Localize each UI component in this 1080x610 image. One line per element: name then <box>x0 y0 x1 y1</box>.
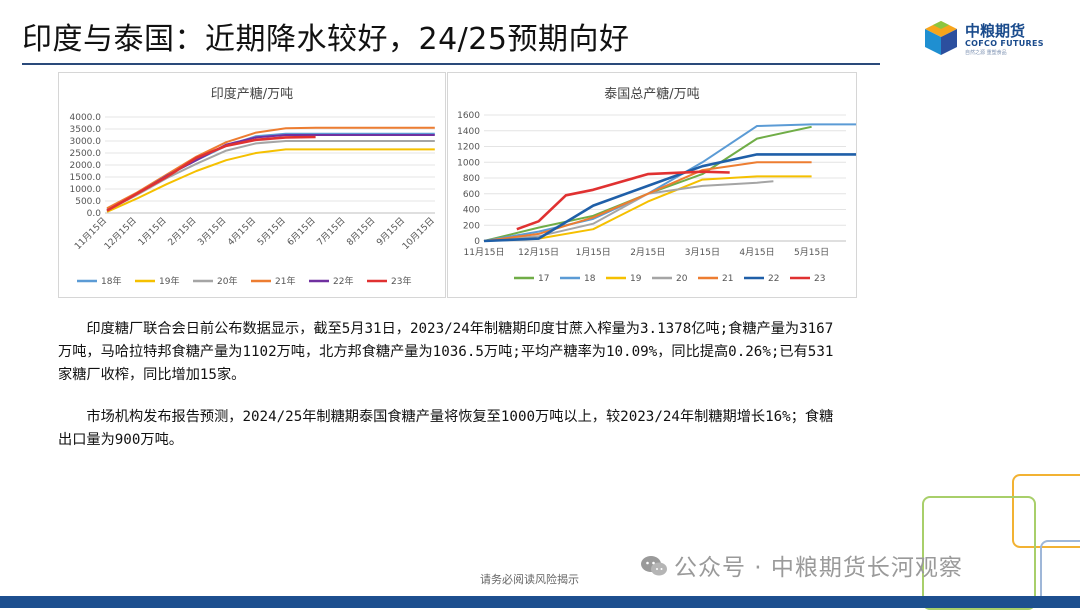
thailand-y-tick-label: 1400 <box>457 127 480 137</box>
thailand-y-tick-label: 0 <box>474 237 480 247</box>
india-legend-label: 18年 <box>101 275 121 287</box>
india-x-tick-label: 6月15日 <box>285 215 318 248</box>
india-x-tick-label: 1月15日 <box>136 215 169 248</box>
logo-name: 中粮期货 <box>965 22 1026 40</box>
india-series-line-23年 <box>106 135 316 212</box>
thailand-x-tick-label: 11月15日 <box>464 247 505 258</box>
india-chart: 0.0 500.0 1000.0 1500.0 2000.0 2500.0 3000.0 35… <box>70 113 437 287</box>
risk-disclosure-note: 请务必阅读风险揭示 <box>480 573 579 586</box>
thailand-y-tick-label: 200 <box>463 221 480 231</box>
thailand-x-tick-label: 1月15日 <box>576 247 611 258</box>
india-y-tick-label: 0.0 <box>87 209 102 219</box>
india-x-tick-label: 4月15日 <box>225 215 258 248</box>
thailand-legend-label: 22 <box>768 274 779 284</box>
thailand-y-tick-label: 1600 <box>457 111 480 121</box>
thailand-y-tick-label: 600 <box>463 190 480 200</box>
paragraph-thailand: 市场机构发布报告预测，2024/25年制糖期泰国食糖产量将恢复至1000万吨以上… <box>58 409 834 448</box>
india-x-tick-label: 10月15日 <box>400 215 437 252</box>
india-y-tick-label: 1500.0 <box>70 173 102 183</box>
thailand-legend-label: 23 <box>814 274 825 284</box>
india-x-tick-label: 3月15日 <box>196 215 229 248</box>
thailand-legend-label: 17 <box>538 274 549 284</box>
thailand-series-line-22 <box>483 153 856 243</box>
deco-frame-blue <box>1040 540 1080 604</box>
title-rule <box>22 63 880 65</box>
cofco-logo: 中粮期货 COFCO FUTURES 自然之源 重塑食品 <box>921 18 1061 58</box>
india-legend-label: 20年 <box>217 275 237 287</box>
thailand-x-tick-label: 12月15日 <box>518 247 559 258</box>
thailand-x-tick-label: 5月15日 <box>794 247 829 258</box>
thailand-chart-panel: 泰国总产糖/万吨 0 200 400 600 800 1000 1200 1400 1600 11… <box>447 72 857 298</box>
thailand-legend-label: 18 <box>584 274 596 284</box>
india-series-line-21年 <box>106 126 435 210</box>
india-x-tick-label: 8月15日 <box>345 215 378 248</box>
logo-tagline: 自然之源 重塑食品 <box>965 50 1007 56</box>
thailand-y-tick-label: 400 <box>463 206 480 216</box>
cofco-cube-icon <box>925 21 957 55</box>
thailand-x-tick-label: 4月15日 <box>739 247 774 258</box>
india-legend-label: 23年 <box>391 275 411 287</box>
thailand-series-line-21 <box>483 161 812 242</box>
thailand-x-tick-label: 3月15日 <box>685 247 720 258</box>
india-chart-title: 印度产糖/万吨 <box>210 87 294 102</box>
thailand-y-tick-label: 1200 <box>457 143 480 153</box>
thailand-chart-title: 泰国总产糖/万吨 <box>604 87 700 102</box>
india-y-tick-label: 2500.0 <box>70 149 102 159</box>
india-x-tick-label: 7月15日 <box>315 215 348 248</box>
india-x-tick-label: 12月15日 <box>102 215 139 252</box>
india-y-tick-label: 4000.0 <box>70 113 102 123</box>
thailand-chart: 0 200 400 600 800 1000 1200 1400 1600 11月15日 12月15… <box>457 111 856 284</box>
india-series-line-18年 <box>106 132 435 211</box>
watermark-text: 公众号 · 中粮期货长河观察 <box>674 555 963 581</box>
india-y-tick-label: 3000.0 <box>70 137 102 147</box>
watermark: 公众号 · 中粮期货长河观察 <box>640 548 963 584</box>
india-chart-panel: 印度产糖/万吨 0.0 500.0 1000.0 1500.0 2000.0 2500.0… <box>58 72 446 298</box>
thailand-y-tick-label: 1000 <box>457 158 480 168</box>
thailand-series-line-18 <box>483 123 856 242</box>
page-title: 印度与泰国：近期降水较好，24/25预期向好 <box>22 22 630 57</box>
india-x-tick-label: 5月15日 <box>255 215 288 248</box>
wechat-icon <box>640 554 668 584</box>
thailand-y-tick-label: 800 <box>463 174 480 184</box>
paragraph-india: 印度糖厂联合会日前公布数据显示，截至5月31日，2023/24年制糖期印度甘蔗入… <box>58 321 834 383</box>
india-legend-label: 19年 <box>159 275 179 287</box>
thailand-x-tick-label: 2月15日 <box>630 247 665 258</box>
bottom-bar <box>0 596 1080 608</box>
india-y-tick-label: 1000.0 <box>70 185 102 195</box>
india-series-line-22年 <box>106 134 435 212</box>
logo-english: COFCO FUTURES <box>965 39 1044 48</box>
india-legend-label: 21年 <box>275 275 295 287</box>
india-y-tick-label: 500.0 <box>75 197 101 207</box>
india-legend-label: 22年 <box>333 275 353 287</box>
thailand-legend-label: 21 <box>722 274 733 284</box>
india-y-tick-label: 2000.0 <box>70 161 102 171</box>
thailand-legend-label: 20 <box>676 274 688 284</box>
thailand-legend-label: 19 <box>630 274 642 284</box>
thailand-series-line-23 <box>516 170 730 231</box>
india-series-line-19年 <box>106 148 435 213</box>
india-x-tick-label: 2月15日 <box>166 215 199 248</box>
india-y-tick-label: 3500.0 <box>70 125 102 135</box>
